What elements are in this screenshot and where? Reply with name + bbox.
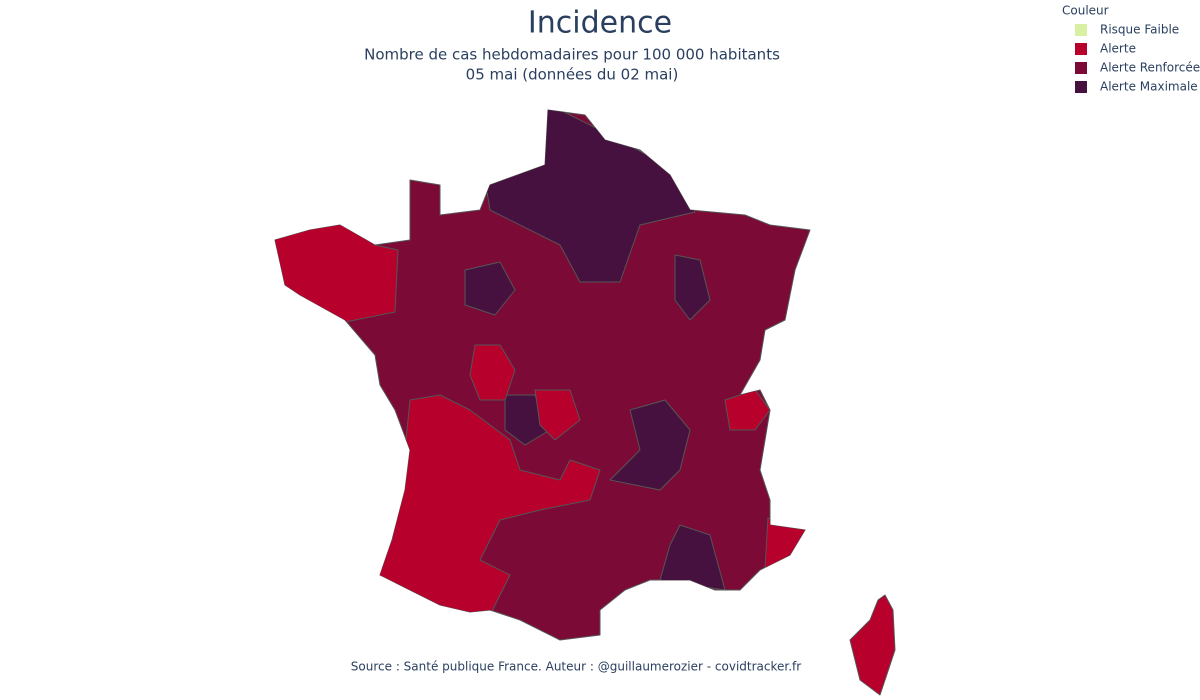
region [469, 344, 516, 401]
legend-label[interactable]: Alerte [1100, 42, 1136, 56]
subtitle: 05 mai (données du 02 mai) [466, 66, 679, 84]
legend-swatch [1075, 43, 1087, 55]
legend-title: Couleur [1062, 4, 1109, 18]
region [849, 594, 896, 696]
legend-swatch [1075, 24, 1087, 36]
region [764, 517, 810, 569]
region [674, 254, 711, 321]
legend-swatch [1075, 62, 1087, 74]
map [274, 109, 896, 696]
legend: Risque Faible Alerte Alerte Renforcée Alert… [1075, 23, 1200, 94]
region [464, 261, 516, 316]
title: Incidence [528, 6, 672, 41]
region [534, 389, 581, 441]
legend-label[interactable]: Alerte Renforcée [1100, 61, 1200, 75]
legend-label[interactable]: Alerte Maximale [1100, 80, 1198, 94]
subtitle: Nombre de cas hebdomadaires pour 100 000… [364, 46, 780, 64]
region [609, 399, 691, 491]
legend-swatch [1075, 81, 1087, 93]
source: Source : Santé publique France. Auteur :… [351, 660, 801, 674]
legend-label[interactable]: Risque Faible [1100, 23, 1179, 37]
